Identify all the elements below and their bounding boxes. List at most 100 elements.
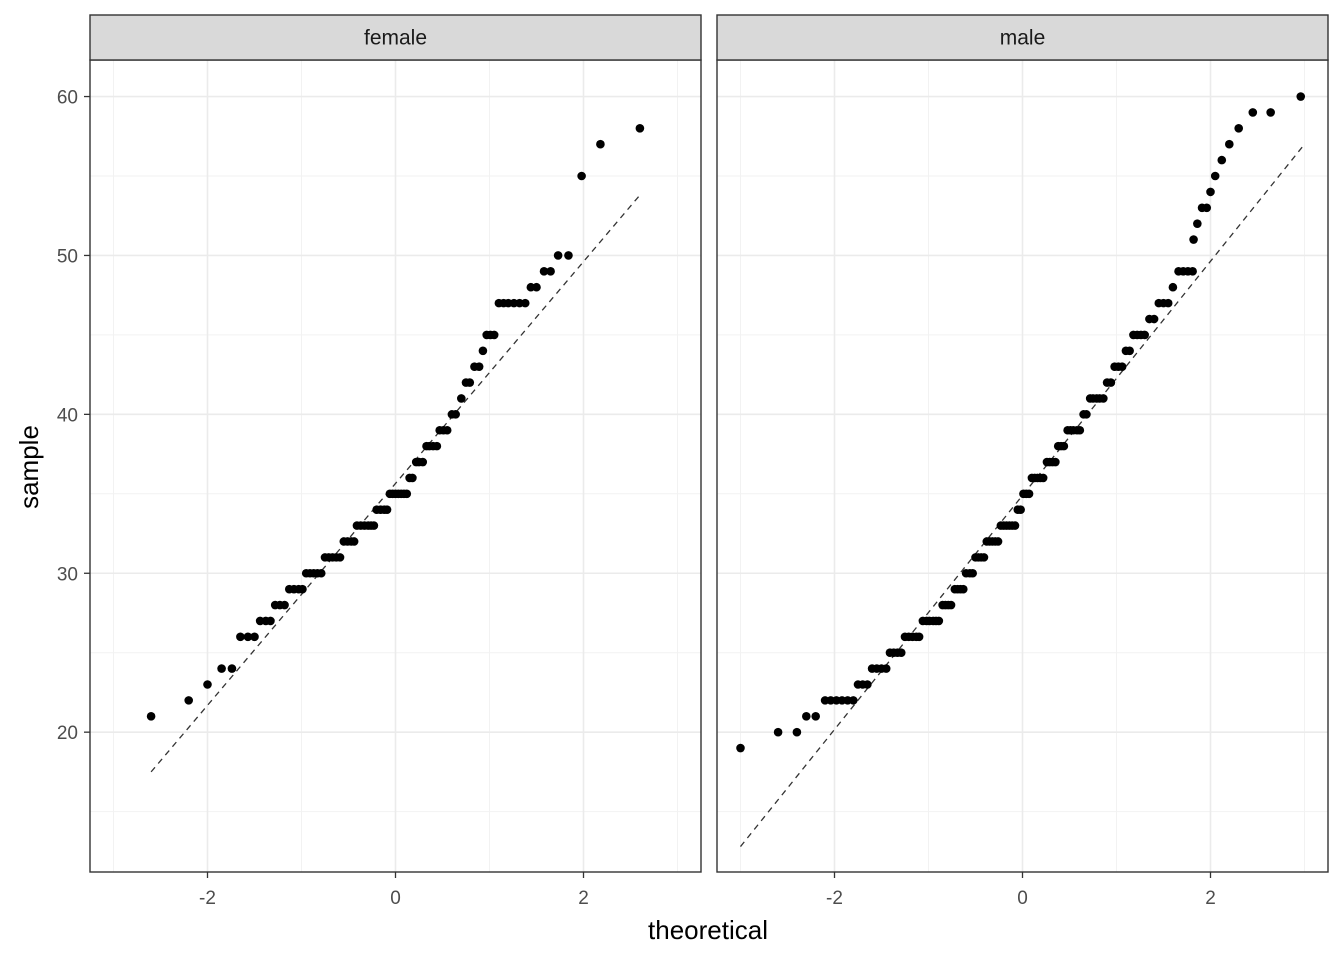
data-point — [217, 664, 226, 673]
data-point — [298, 584, 307, 594]
x-tick-label: 2 — [1205, 888, 1216, 909]
data-point — [1163, 298, 1173, 308]
data-point — [1168, 282, 1178, 292]
data-point — [1082, 410, 1091, 419]
data-point — [1202, 203, 1212, 213]
data-point — [934, 616, 944, 626]
y-axis-title: sample — [14, 425, 44, 509]
data-point — [811, 711, 820, 721]
data-point — [146, 711, 156, 721]
data-point — [349, 537, 359, 546]
data-point — [881, 664, 891, 673]
data-point — [1206, 187, 1215, 197]
data-point — [546, 267, 555, 276]
data-point — [280, 600, 289, 610]
data-point — [596, 139, 605, 149]
data-point — [577, 171, 586, 181]
data-point — [1051, 457, 1060, 467]
data-point — [474, 362, 484, 371]
data-point — [1075, 425, 1085, 435]
data-point — [979, 553, 989, 562]
data-point — [773, 727, 783, 737]
x-tick-label: -2 — [199, 888, 216, 909]
data-point — [792, 727, 802, 737]
data-point — [564, 251, 573, 260]
data-point — [1125, 346, 1134, 356]
reference-line — [739, 143, 1306, 847]
data-point — [1117, 362, 1127, 371]
y-tick-label: 20 — [57, 723, 78, 744]
data-point — [1210, 171, 1220, 181]
x-tick-label: -2 — [826, 888, 843, 909]
facet-strip — [89, 14, 702, 61]
data-point — [946, 600, 956, 610]
data-point — [1225, 139, 1234, 149]
data-point — [1059, 441, 1069, 451]
data-point — [184, 696, 193, 705]
x-tick-label: 0 — [1017, 888, 1028, 909]
data-point — [553, 251, 563, 260]
data-point — [432, 441, 442, 451]
data-point — [1038, 473, 1048, 483]
facet-strip — [716, 14, 1329, 61]
data-point — [203, 680, 212, 689]
data-point — [1106, 378, 1116, 387]
data-point — [1140, 330, 1149, 340]
data-point — [442, 425, 452, 435]
data-point — [1016, 505, 1025, 514]
y-tick-label: 30 — [57, 564, 78, 585]
data-point — [993, 537, 1003, 546]
data-point — [316, 568, 326, 578]
data-point — [849, 696, 858, 705]
x-tick-label: 0 — [390, 888, 401, 909]
data-point — [227, 664, 237, 673]
data-point — [1024, 489, 1034, 499]
data-point — [1248, 108, 1258, 117]
data-point — [465, 378, 475, 387]
data-point — [1193, 219, 1202, 228]
data-point — [736, 743, 745, 753]
facet-panel-male: male — [716, 14, 1329, 873]
data-point — [1010, 521, 1020, 530]
data-point — [635, 124, 645, 133]
data-point — [1217, 155, 1227, 165]
data-point — [1266, 108, 1275, 117]
data-point — [532, 282, 541, 292]
y-tick-label: 60 — [57, 88, 78, 109]
data-point — [243, 632, 253, 642]
data-point — [250, 632, 259, 642]
facet-strip-label: female — [364, 27, 427, 50]
y-tick-label: 50 — [57, 246, 78, 267]
data-point — [863, 680, 872, 689]
data-point — [369, 521, 379, 530]
reference-line — [150, 194, 641, 773]
data-point — [457, 394, 466, 403]
y-tick-label: 40 — [57, 405, 78, 426]
data-point — [1296, 92, 1306, 101]
x-axis-title: theoretical — [648, 915, 768, 945]
facet-panel-female: female — [89, 14, 702, 873]
data-point — [382, 505, 392, 514]
data-point — [958, 584, 968, 594]
data-point — [896, 648, 906, 658]
data-point — [236, 632, 245, 642]
data-point — [1099, 394, 1108, 403]
facet-strip-label: male — [1000, 27, 1046, 50]
data-point — [968, 568, 977, 578]
data-point — [402, 489, 412, 499]
data-point — [802, 711, 811, 721]
data-point — [418, 457, 428, 467]
data-point — [478, 346, 488, 356]
data-point — [1234, 124, 1243, 133]
data-point — [489, 330, 499, 340]
data-point — [1149, 314, 1159, 324]
data-point — [1188, 267, 1197, 276]
data-point — [520, 298, 530, 308]
data-point — [335, 553, 345, 562]
data-point — [408, 473, 417, 483]
data-point — [451, 410, 460, 419]
data-point — [914, 632, 924, 642]
data-point — [539, 267, 549, 276]
